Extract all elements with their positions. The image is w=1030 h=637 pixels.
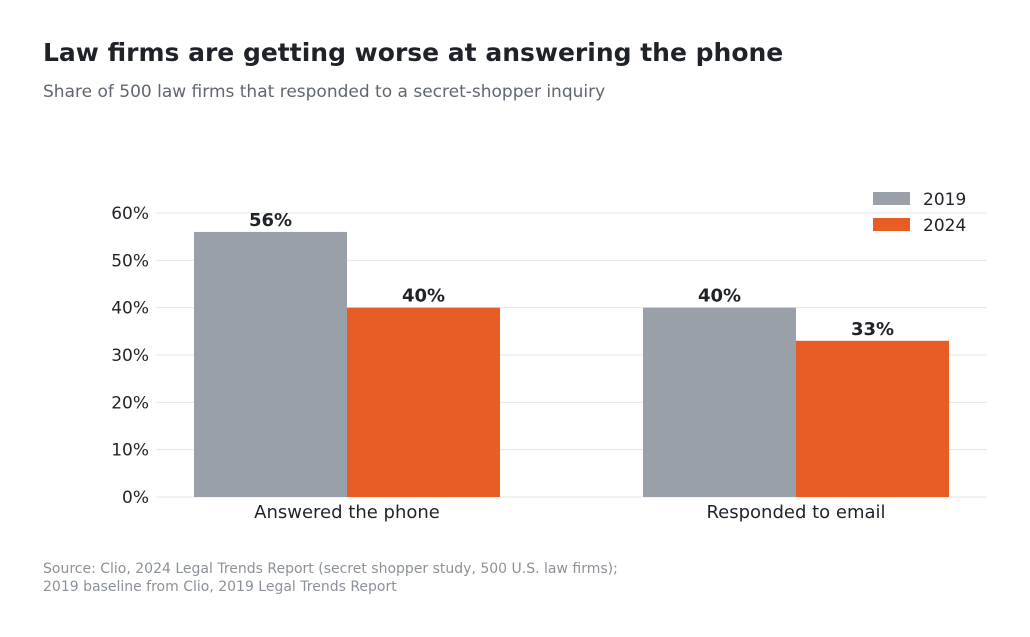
y-tick-label: 30% [111, 346, 149, 366]
bar-2019-1 [194, 231, 347, 497]
x-tick-label: Responded to email [706, 502, 885, 523]
bar-2024-1 [347, 307, 500, 497]
x-axis-ticks: Answered the phone Responded to email [254, 502, 885, 523]
data-label-2019-1: 56% [249, 210, 292, 231]
bar-2024-2 [796, 340, 949, 497]
source-line-1: Source: Clio, 2024 Legal Trends Report (… [43, 561, 618, 577]
source-line-2: 2019 baseline from Clio, 2019 Legal Tren… [43, 579, 397, 595]
legend: 2019 2024 [873, 190, 966, 236]
y-tick-label: 40% [111, 299, 149, 319]
y-tick-label: 60% [111, 204, 149, 224]
bars [194, 231, 949, 497]
source-note: Source: Clio, 2024 Legal Trends Report (… [43, 560, 618, 596]
y-axis-ticks: 0% 10% 20% 30% 40% 50% 60% [111, 204, 149, 508]
chart-title: Law firms are getting worse at answering… [43, 38, 784, 67]
legend-swatch-2019 [873, 192, 910, 205]
y-tick-label: 20% [111, 393, 149, 413]
bar-2019-2 [643, 307, 796, 497]
chart-subtitle: Share of 500 law firms that responded to… [43, 82, 606, 102]
legend-label-2019: 2019 [923, 190, 966, 210]
y-tick-label: 0% [122, 488, 149, 508]
data-labels: 56% 40% 40% 33% [249, 210, 894, 340]
x-tick-label: Answered the phone [254, 502, 440, 523]
y-tick-label: 50% [111, 251, 149, 271]
legend-label-2024: 2024 [923, 216, 966, 236]
data-label-2024-2: 33% [851, 319, 894, 340]
data-label-2024-1: 40% [402, 286, 445, 307]
legend-swatch-2024 [873, 218, 910, 231]
y-tick-label: 10% [111, 441, 149, 461]
data-label-2019-2: 40% [698, 286, 741, 307]
